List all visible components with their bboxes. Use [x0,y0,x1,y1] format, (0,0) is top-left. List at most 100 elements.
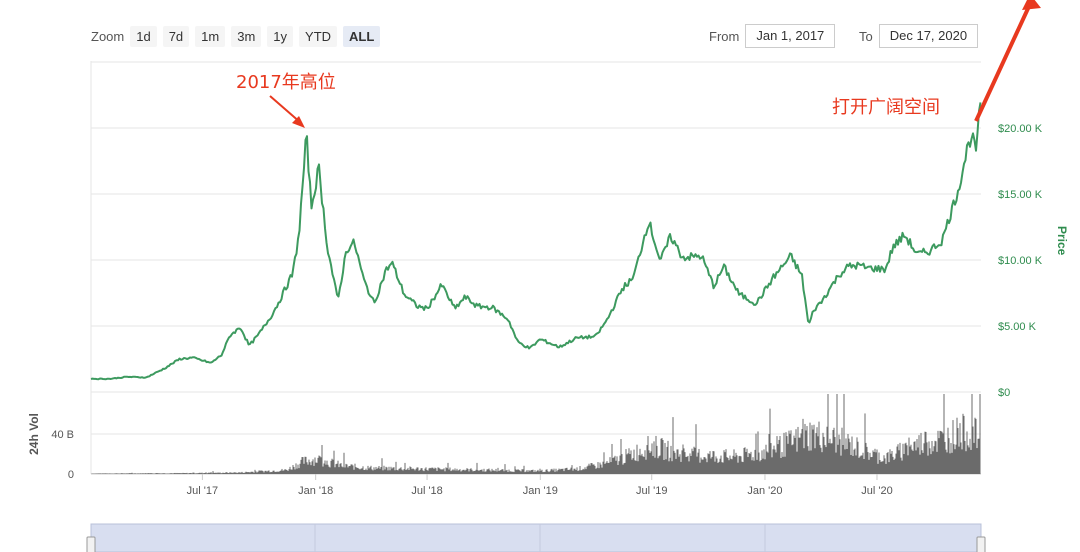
volume-bar [364,469,366,474]
volume-bar [174,472,176,474]
volume-bar [485,471,487,474]
volume-bar [550,469,552,474]
volume-bar [811,425,813,474]
volume-bar [273,470,275,474]
zoom-ytd-button[interactable]: YTD [299,25,338,47]
volume-bar [866,446,868,474]
volume-bar [215,472,217,474]
volume-bar [804,423,806,474]
volume-bar [130,473,132,474]
volume-bar [419,469,421,474]
volume-bar [163,473,165,474]
volume-bar [257,471,259,474]
volume-bar [350,464,352,474]
volume-bar [195,473,197,474]
zoom-7d-button[interactable]: 7d [162,25,190,47]
volume-bar [132,473,134,474]
volume-bar [774,449,776,474]
volume-bar [968,447,970,474]
volume-bar [493,470,495,474]
volume-bar [585,469,587,474]
to-date-input[interactable]: Dec 17, 2020 [878,24,979,48]
volume-bar [635,460,637,474]
volume-bar [139,473,141,474]
volume-bar [760,460,762,474]
volume-bar [483,468,485,474]
volume-bar [281,468,283,474]
volume-bar [495,468,497,474]
volume-bar [196,473,198,474]
volume-bar [885,463,887,474]
volume-bar [871,456,873,474]
volume-bar [712,451,714,474]
volume-bar [820,447,822,474]
volume-bar [929,448,931,474]
volume-bar [574,468,576,474]
volume-bar [207,472,209,474]
volume-bar [627,453,629,474]
volume-bar [781,452,783,474]
volume-bar [720,455,722,474]
volume-bar [576,467,578,474]
volume-bar [762,458,764,474]
volume-bar [573,468,575,474]
zoom-1m-button[interactable]: 1m [195,25,226,47]
volume-bar [392,467,394,474]
volume-bar [610,462,612,474]
volume-bar [178,473,180,474]
volume-bar [883,455,885,474]
volume-bar [277,471,279,474]
volume-bar [728,460,730,474]
volume-bar [186,472,188,474]
volume-bar [671,461,673,474]
navigator-left-handle[interactable] [86,536,96,552]
volume-bar [363,470,365,474]
volume-bar [159,473,161,474]
volume-bar [734,456,736,474]
volume-bar [845,438,847,474]
volume-bar [180,473,182,474]
volume-bar [857,441,859,474]
volume-bar [647,436,649,474]
zoom-all-button[interactable]: ALL [343,25,381,47]
volume-bar [729,455,731,474]
from-date-input[interactable]: Jan 1, 2017 [745,24,836,48]
volume-bar [567,469,569,474]
volume-bar [750,451,752,474]
volume-bar [445,467,447,474]
volume-bar [887,452,889,474]
volume-bar [262,471,264,474]
volume-bar [946,452,948,474]
volume-bar [898,450,900,474]
volume-bar [623,463,625,474]
volume-bar [346,464,348,474]
volume-bar [784,456,786,474]
zoom-1y-button[interactable]: 1y [267,25,294,47]
volume-bar [382,470,384,474]
volume-bar [667,440,669,474]
x-tick-label: Jul '19 [636,485,667,497]
navigator-right-handle[interactable] [976,536,986,552]
volume-bar [356,467,358,474]
volume-bar [182,472,184,474]
volume-bar [793,435,795,474]
volume-bar [659,455,661,474]
volume-bar [463,469,465,474]
volume-bar [557,469,559,474]
zoom-1d-button[interactable]: 1d [130,25,157,47]
volume-bar [979,394,981,474]
volume-bar [903,454,905,474]
volume-bar [589,465,591,474]
volume-bar [97,473,99,474]
volume-bar [115,473,117,474]
volume-bar [926,442,928,474]
volume-bar [427,470,429,474]
volume-bar [326,460,328,474]
zoom-3m-button[interactable]: 3m [231,25,262,47]
volume-bar [705,458,707,474]
volume-bar [678,456,680,474]
volume-bar [819,445,821,474]
volume-bar [126,473,128,474]
volume-bar [928,441,930,474]
volume-bar [424,468,426,474]
